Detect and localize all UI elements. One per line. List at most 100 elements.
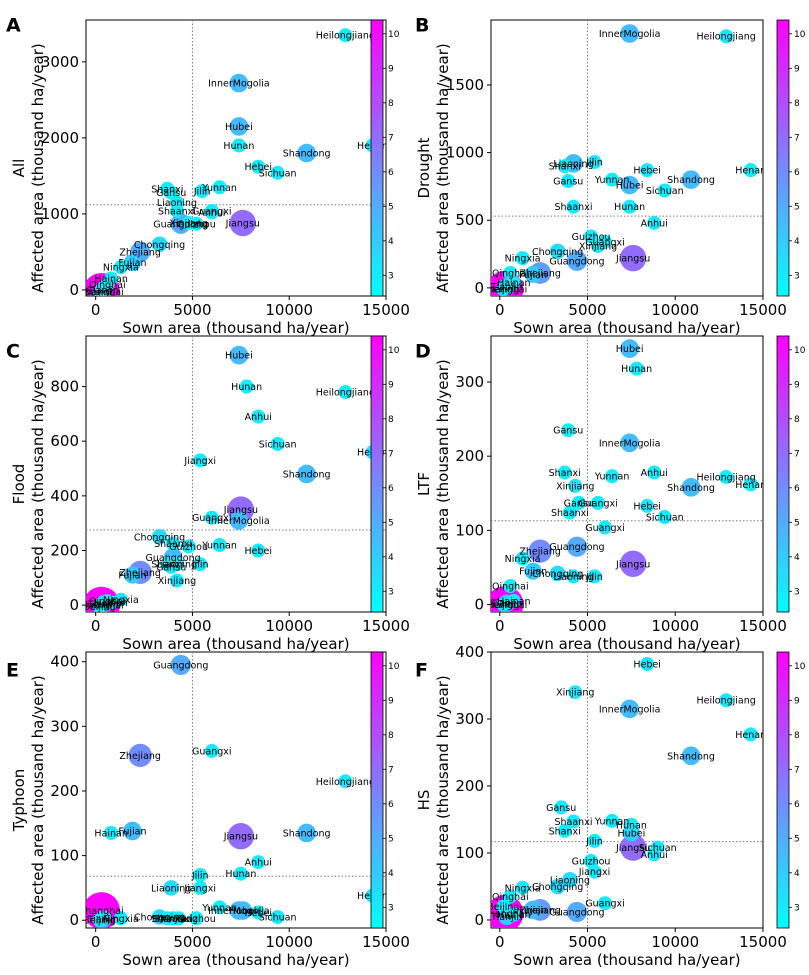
colorbar-tick-label: 8 — [388, 415, 394, 425]
point-label: Tianjin — [87, 914, 119, 925]
point-label: Ningxia — [103, 595, 139, 606]
colorbar-tick-label: 7 — [794, 765, 800, 775]
data-point — [554, 800, 569, 815]
point-label: Chongqing — [134, 532, 185, 543]
data-point — [297, 464, 316, 484]
colorbar-tick-label: 8 — [794, 731, 800, 741]
y-tick-label: 400 — [50, 653, 79, 671]
data-point — [297, 143, 316, 163]
point-label: Xinjiang — [160, 914, 198, 925]
point-label: Heilongjiang — [696, 472, 755, 483]
point-label: Jiangsu — [615, 559, 650, 570]
colorbar-tick-label: 8 — [388, 731, 394, 741]
data-point — [229, 209, 256, 237]
colorbar-tick-label: 9 — [388, 696, 394, 706]
data-point — [239, 379, 254, 394]
point-label: Gansu — [564, 498, 594, 509]
y-tick-label: 100 — [455, 844, 484, 862]
point-label: Hebei — [245, 908, 273, 919]
point-label: InnerMogolia — [599, 704, 661, 715]
data-point — [169, 573, 184, 588]
point-label: Guizhou — [177, 914, 216, 925]
data-point — [549, 243, 566, 260]
point-label: Guangxi — [585, 899, 625, 910]
point-label: Jilin — [193, 187, 211, 198]
data-point — [515, 551, 530, 566]
point-label: Beijing — [83, 288, 115, 299]
point-label: Qinghai — [89, 280, 126, 291]
axes-frame — [85, 335, 387, 613]
axes-frame — [490, 335, 764, 613]
data-point — [251, 905, 266, 920]
colorbar-tick-label: 10 — [794, 30, 806, 40]
colorbar-tick-label: 4 — [388, 237, 394, 247]
colorbar-tick-label: 10 — [388, 662, 400, 672]
point-label: Anhui — [245, 412, 272, 423]
point-label: Zhejiang — [519, 547, 561, 558]
point-label: Liaoning — [151, 883, 191, 894]
data-point — [189, 216, 204, 231]
panel-letter: E — [6, 660, 19, 682]
point-label: Sichuan — [259, 439, 297, 450]
data-point — [169, 203, 184, 218]
point-label: Tianjin — [87, 285, 119, 296]
point-label: Ningxia — [505, 554, 541, 565]
data-point — [620, 339, 639, 358]
point-label: Guizhou — [169, 542, 208, 553]
data-point — [270, 165, 285, 180]
data-point — [629, 361, 644, 376]
colorbar-tick-label: 3 — [388, 271, 394, 281]
data-point — [647, 215, 662, 230]
data-point — [619, 834, 647, 861]
axes-frame — [490, 651, 764, 929]
data-point — [92, 285, 107, 296]
data-point — [624, 817, 639, 832]
colorbar-tick-label: 7 — [388, 765, 394, 775]
data-point — [160, 911, 175, 926]
point-label: Shanxi — [151, 914, 183, 925]
point-label: Jilin — [585, 158, 603, 169]
point-label: Guangxi — [578, 498, 618, 509]
y-tick-label: 0 — [474, 911, 484, 929]
point-label: Shanghai — [79, 906, 123, 917]
point-label: Guangdong — [549, 256, 604, 267]
data-point — [620, 24, 639, 43]
data-point — [620, 433, 639, 453]
colorbar — [370, 335, 384, 613]
data-point — [170, 654, 191, 676]
x-tick-label: 5000 — [173, 301, 211, 319]
data-point — [229, 511, 249, 530]
data-point — [566, 250, 588, 271]
data-point — [227, 823, 255, 850]
point-label: Chongqing — [532, 247, 583, 258]
data-point — [506, 593, 521, 608]
data-point — [123, 821, 142, 841]
point-label: Liaoning — [550, 875, 590, 886]
panel-a: A 0 5000 10000 15000 0 1000 2000 3000 Sown area (… — [6, 15, 410, 337]
point-label: Liaoning — [553, 159, 593, 170]
point-label: Shanghai — [483, 909, 527, 920]
point-label: Shaanxi — [551, 508, 589, 519]
x-tick-label: 0 — [495, 933, 505, 951]
point-label: Hunan — [231, 382, 262, 393]
point-label: Fujian — [118, 571, 146, 582]
point-label: Beijing — [487, 600, 519, 611]
point-label: Qinghai — [492, 269, 529, 280]
point-label: Ningxia — [103, 263, 139, 274]
y-axis-title: All — [10, 159, 28, 178]
data-point — [229, 117, 249, 136]
x-axis-label: Sown area (thousand ha/year) — [122, 319, 349, 337]
point-label: Xinjiang — [556, 688, 594, 699]
colorbar-tick-label: 4 — [794, 553, 800, 563]
x-tick-label: 10000 — [651, 933, 699, 951]
data-point — [233, 866, 248, 881]
point-label: Ningxia — [505, 883, 541, 894]
colorbar-tick-label: 6 — [388, 168, 394, 178]
data-point — [681, 746, 701, 766]
colorbar-tick-label: 3 — [388, 587, 394, 597]
colorbar — [370, 651, 384, 929]
y-axis-label: Affected area (thousand ha/year) — [434, 675, 452, 925]
points-layer: Guangdong Guangxi Zhejiang Heilongjiang Hain… — [79, 654, 386, 928]
data-point — [605, 469, 620, 484]
point-label: InnerMogolia — [208, 906, 270, 917]
